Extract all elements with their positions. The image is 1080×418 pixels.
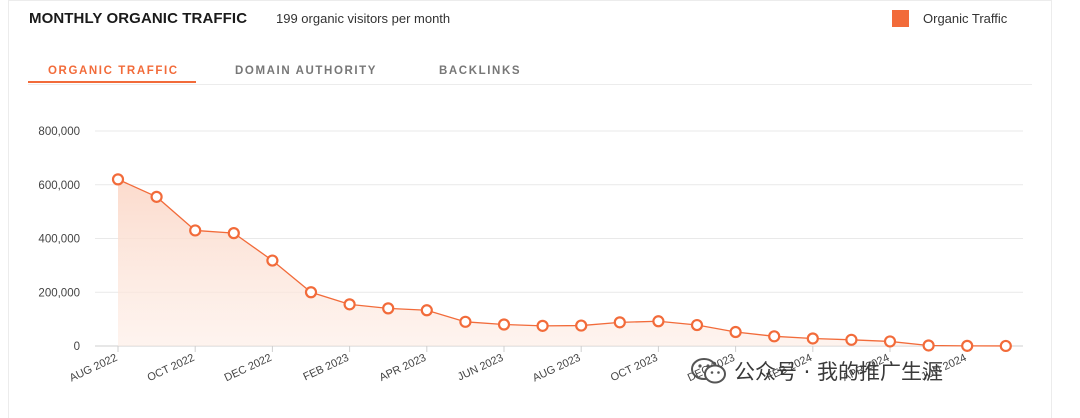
- data-point: [189, 224, 202, 237]
- x-tick-label: AUG 2022: [68, 352, 120, 385]
- legend-swatch: [892, 10, 909, 27]
- data-point: [883, 335, 897, 348]
- active-tab-underline: [28, 81, 196, 83]
- legend-label: Organic Traffic: [923, 11, 1008, 26]
- tab-organic-traffic[interactable]: ORGANIC TRAFFIC: [48, 65, 179, 77]
- data-point: [652, 315, 665, 328]
- x-tick-label: OCT 2022: [146, 352, 197, 384]
- chart-tabs: ORGANIC TRAFFIC DOMAIN AUTHORITY BACKLIN…: [28, 64, 1032, 85]
- x-tick-label: FEB 2023: [301, 352, 350, 384]
- data-point: [961, 339, 974, 352]
- data-point: [922, 339, 935, 352]
- series-area: [118, 179, 1006, 346]
- chart-panel: [8, 0, 1052, 418]
- data-point: [845, 333, 858, 346]
- watermark: 公众号 · 我的推广生涯: [690, 356, 943, 386]
- data-point: [304, 286, 318, 299]
- y-tick-label: 400,000: [38, 234, 80, 246]
- data-point: [806, 332, 819, 345]
- tab-domain-authority[interactable]: DOMAIN AUTHORITY: [235, 65, 378, 77]
- chart-title: MONTHLY ORGANIC TRAFFIC: [29, 10, 248, 27]
- data-point: [613, 316, 626, 329]
- data-point: [575, 319, 588, 332]
- data-point: [150, 190, 163, 203]
- y-tick-label: 0: [74, 341, 80, 353]
- series-line: [117, 178, 1006, 347]
- watermark-text: 公众号 · 我的推广生涯: [734, 360, 944, 384]
- data-point: [536, 319, 549, 332]
- data-point: [690, 318, 704, 332]
- x-tick-label: APR 2023: [378, 352, 429, 384]
- data-point: [382, 302, 395, 315]
- x-tick-label: OCT 2023: [609, 352, 660, 384]
- data-point: [266, 254, 279, 267]
- data-point: [343, 298, 356, 311]
- data-point: [459, 315, 472, 328]
- data-point: [729, 325, 742, 339]
- x-tick-label: JUN 2023: [456, 352, 505, 384]
- chart-legend: Organic Traffic: [892, 10, 1007, 27]
- visitors-summary: 199 organic visitors per month: [276, 11, 451, 26]
- x-tick-label: AUG 2023: [531, 352, 583, 385]
- data-point: [768, 330, 781, 343]
- y-tick-label: 200,000: [38, 287, 80, 299]
- data-point: [227, 227, 240, 240]
- data-point: [420, 304, 433, 317]
- x-tick-label: DEC 2022: [223, 352, 274, 384]
- data-point: [497, 318, 511, 331]
- y-tick-label: 800,000: [38, 126, 80, 138]
- tab-backlinks[interactable]: BACKLINKS: [439, 65, 522, 77]
- data-point: [999, 339, 1012, 353]
- wechat-icon: [691, 358, 726, 384]
- y-tick-label: 600,000: [38, 180, 80, 192]
- data-point: [111, 173, 125, 186]
